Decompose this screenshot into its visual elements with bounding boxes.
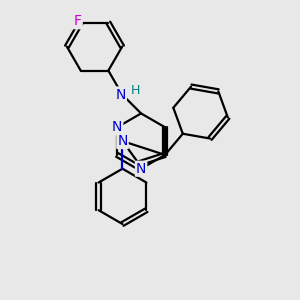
- Text: N: N: [112, 120, 122, 134]
- Text: F: F: [74, 14, 82, 28]
- Text: N: N: [117, 134, 128, 148]
- Text: H: H: [131, 84, 140, 97]
- Text: N: N: [116, 88, 126, 101]
- Text: N: N: [136, 162, 146, 176]
